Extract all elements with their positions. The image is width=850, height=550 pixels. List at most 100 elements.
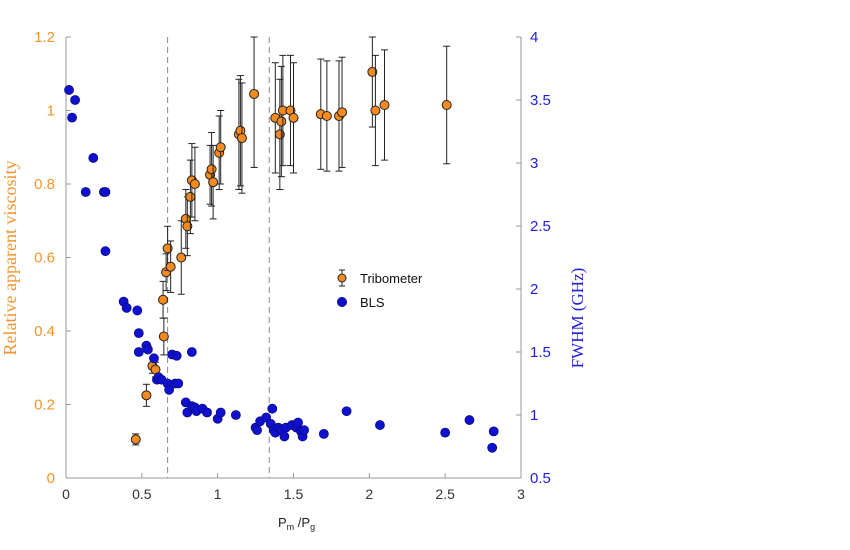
tribometer-point [235,75,246,187]
bls-marker [375,420,385,430]
tribometer-marker [176,252,187,263]
tribometer-point [285,54,296,167]
legend-label: Tribometer [360,271,423,286]
tribometer-marker [141,390,152,401]
tribometer-point [379,49,390,161]
x-tick-label: 0 [62,486,70,502]
x-tick-label: 3 [517,486,525,502]
y-right-tick-label: 1.5 [530,344,551,361]
tribometer-series [130,36,452,446]
bls-marker [440,427,451,438]
bls-marker [464,415,475,425]
legend: Tribometer BLS [337,269,423,310]
bls-marker [133,347,144,357]
y-left-tick-label: 0.2 [34,397,55,414]
bls-marker [488,426,499,437]
tribometer-point [185,159,196,235]
tribometer-marker [288,112,299,123]
bls-marker [215,407,226,418]
bls-marker [252,425,263,436]
bls-marker [279,431,290,442]
x-tick-label: 1 [214,486,222,502]
tribometer-marker [189,179,200,189]
bls-marker [267,403,278,414]
tribometer-marker [337,107,348,118]
bls-marker [132,305,143,316]
y-right-tick-label: 3.5 [530,92,551,109]
tribometer-point [189,146,200,222]
tribometer-marker [208,177,219,188]
legend-item-bls: BLS [337,295,385,310]
y-right-tick-label: 3 [530,155,538,172]
bls-marker [80,187,91,197]
tribometer-point [182,196,193,257]
tribometer-marker [165,261,176,272]
tribometer-marker [276,116,287,127]
bls-marker [121,302,132,313]
y-left-tick-label: 1.2 [34,29,55,46]
tribometer-point [208,144,219,220]
tribometer-point [215,110,226,185]
bls-marker [202,407,212,418]
bls-marker [100,246,111,257]
x-label-sep: /P [294,515,310,530]
tribometer-point [165,240,176,293]
tribometer-marker [249,88,260,99]
x-label-sub1: m [287,522,295,532]
tribometer-marker [158,294,169,305]
tribometer-marker [441,99,452,110]
x-label-main: P [278,515,287,530]
y-left-tick-label: 0.8 [34,176,55,193]
tribometer-point [236,82,247,194]
tribometer-point [321,60,332,172]
bls-marker [67,112,77,123]
bls-marker [70,95,80,105]
y-left-tick-label: 0 [47,470,55,487]
x-axis-label: Pm /Pg [278,515,315,532]
y-left-axis-label: Relative apparent viscosity [0,161,20,356]
y-right-tick-label: 2 [530,281,538,298]
bls-marker [149,353,159,364]
bls-marker [487,442,498,453]
bls-series [64,85,499,453]
tribometer-marker [206,164,217,175]
y-right-tick-label: 1 [530,407,538,424]
bls-marker [230,410,241,420]
tribometer-point [276,65,287,178]
tribometer-marker [182,221,193,232]
tribometer-marker [158,331,169,342]
tribometer-point [176,220,187,295]
bls-marker [299,425,310,436]
tribometer-point [274,78,285,191]
legend-label: BLS [360,295,385,310]
bls-marker [142,344,153,355]
bls-marker [100,187,111,197]
y-left-tick-label: 0.4 [34,323,55,340]
tribometer-point [249,36,260,168]
bls-marker [88,153,99,163]
legend-marker [337,273,347,283]
y-right-axis-label: FWHM (GHz) [568,268,587,369]
x-tick-label: 1.5 [284,486,304,502]
bls-marker [171,350,182,361]
tribometer-marker [321,111,332,122]
bls-marker [64,85,74,95]
bls-marker [133,328,144,339]
tribometer-marker [379,99,390,110]
y-right-tick-label: 0.5 [530,470,551,487]
tribometer-marker [367,66,378,77]
tribometer-marker [274,129,285,140]
tribometer-marker [370,105,381,116]
tribometer-point [337,56,348,168]
bls-marker [173,378,184,389]
tribometer-point [288,62,299,174]
x-label-sub2: g [310,522,315,532]
tribometer-marker [236,133,247,144]
legend-item-tribometer: Tribometer [337,269,423,287]
bls-marker [164,384,175,395]
tribometer-point [441,45,452,165]
y-left-tick-label: 0.6 [34,250,55,267]
bls-marker [186,347,197,357]
tribometer-point [141,383,152,407]
